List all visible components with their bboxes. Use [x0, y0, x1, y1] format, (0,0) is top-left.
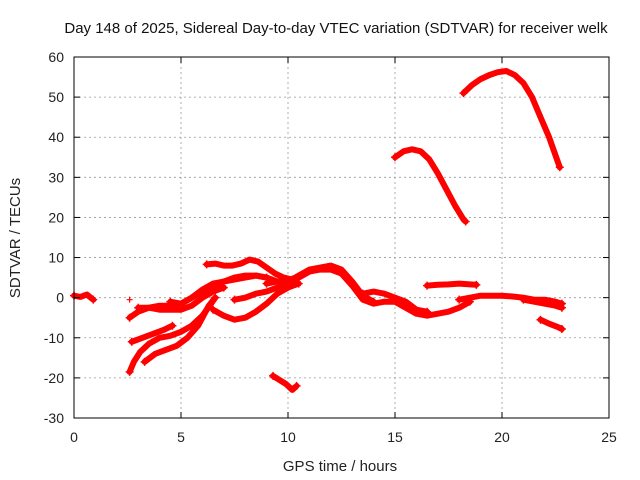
series-arc-mid-6 [231, 282, 291, 303]
series-arc-high-1 [392, 146, 469, 225]
y-tick-label: 20 [48, 209, 64, 225]
series-marker [219, 283, 228, 292]
series-marker [134, 303, 143, 312]
series-marker [125, 367, 134, 376]
series-marker [519, 295, 528, 304]
y-tick-label: 0 [56, 290, 64, 306]
x-tick-label: 20 [494, 429, 510, 445]
series-marker [284, 281, 292, 290]
series-marker [455, 295, 464, 304]
series-marker [211, 293, 220, 302]
data-layer [70, 68, 566, 393]
y-tick-label: -20 [44, 370, 64, 386]
y-tick-label: -10 [44, 330, 64, 346]
series-arc-low-3 [128, 322, 176, 345]
x-axis-label: GPS time / hours [283, 458, 397, 475]
series-marker [423, 281, 432, 290]
series-marker [125, 313, 134, 322]
series-arc-mid-3 [167, 272, 291, 307]
plot-frame [73, 56, 610, 419]
series-arc-mid-9 [359, 288, 431, 315]
series-marker [557, 303, 566, 312]
series-arc-mid-11 [456, 292, 565, 307]
series-arc-low-2 [141, 294, 219, 365]
series-arc-mid-8 [285, 266, 473, 319]
series-arc-mid-2 [135, 284, 227, 313]
series-marker [459, 89, 468, 98]
series-marker [168, 321, 177, 330]
y-tick-label: 10 [48, 250, 64, 266]
series-arc-mid-4 [203, 256, 296, 283]
x-tick-label: 15 [387, 429, 403, 445]
series-marker [230, 295, 239, 304]
series-arc-high-2 [460, 68, 563, 171]
y-tick-label: 40 [48, 129, 64, 145]
series-marker [269, 371, 278, 380]
x-tick-label: 25 [601, 429, 617, 445]
series-marker [209, 305, 218, 314]
series-arc-mid-10 [424, 280, 480, 289]
series-arc-mid-12 [520, 296, 565, 311]
series-arc-tail [537, 316, 565, 332]
series-marker [536, 315, 545, 324]
series-marker [262, 279, 271, 288]
y-tick-label: 30 [48, 169, 64, 185]
y-axis-label: SDTVAR / TECUs [7, 178, 24, 298]
tick-layer: 0 5 10 15 20 25 -30 -20 -10 0 10 20 30 40 50 60 [44, 49, 617, 445]
series-marker [391, 153, 399, 162]
y-tick-label: -30 [44, 410, 64, 426]
series-arc-mid-5 [210, 280, 302, 323]
series-marker [557, 324, 566, 333]
series-marker [202, 260, 211, 269]
series-arc-dip [270, 372, 300, 393]
series-marker [166, 297, 175, 306]
y-tick-label: 60 [48, 49, 64, 65]
x-tick-label: 10 [280, 429, 296, 445]
x-tick-label: 0 [70, 429, 78, 445]
y-tick-label: 50 [48, 89, 64, 105]
outlier-point [126, 296, 133, 303]
chart-title: Day 148 of 2025, Sidereal Day-to-day VTE… [64, 20, 608, 37]
series-marker [358, 289, 367, 298]
series-marker [555, 163, 564, 172]
series-marker [461, 217, 470, 226]
series-marker [423, 307, 432, 316]
series-marker [292, 381, 301, 390]
series-marker [140, 357, 149, 366]
grid-layer [74, 57, 609, 418]
x-tick-label: 5 [177, 429, 185, 445]
series-marker [127, 337, 136, 346]
series-marker [472, 280, 481, 289]
series-marker [89, 295, 98, 304]
